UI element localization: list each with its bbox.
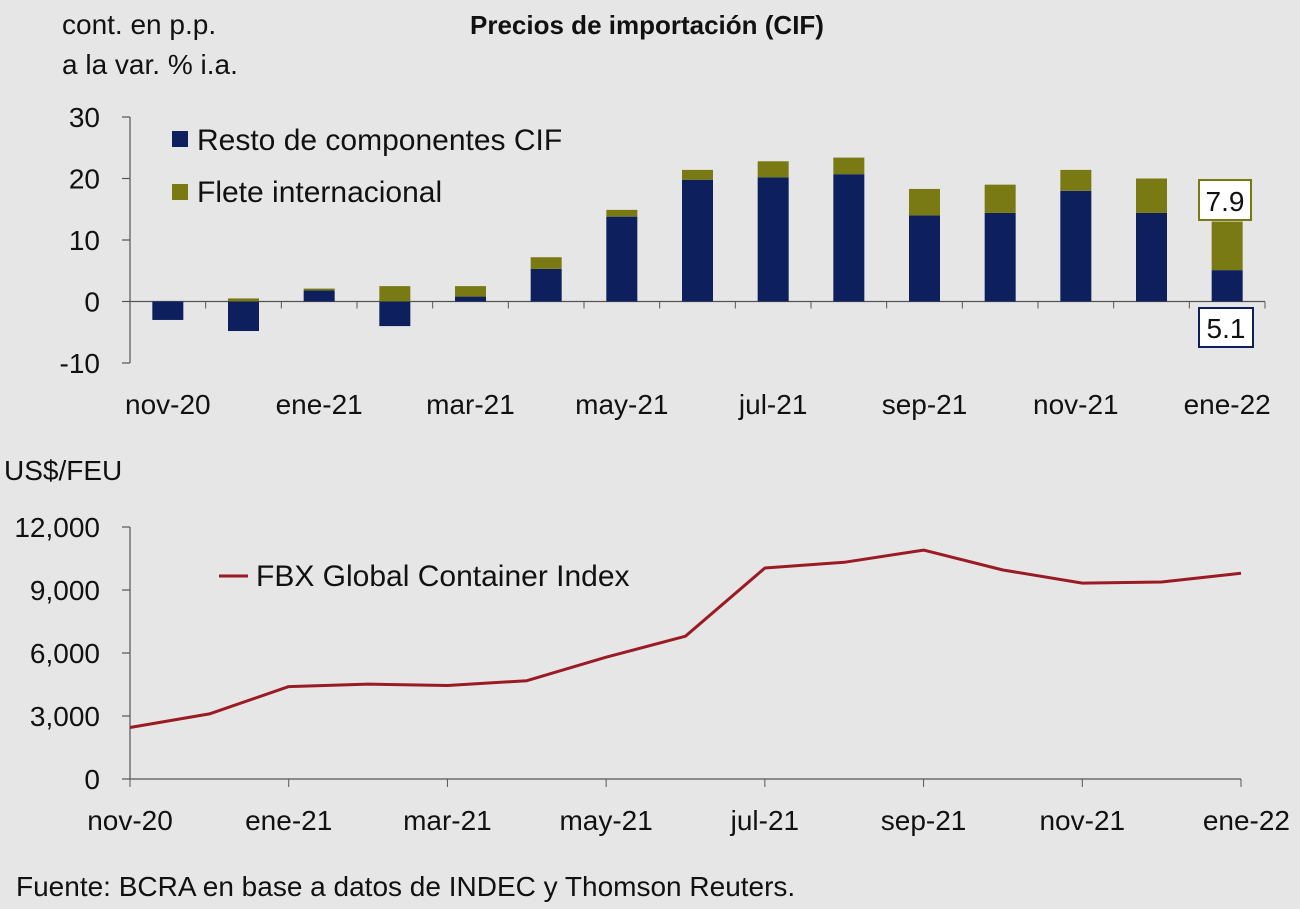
legend-swatch-flete [172,184,188,200]
top-x-tick-label: jul-21 [738,389,807,420]
annotation-box-flete [1198,179,1252,221]
chart-title: Precios de importación (CIF) [470,10,824,40]
bar-resto-dic-20 [228,301,259,332]
bottom-x-tick-label: nov-20 [87,805,173,836]
bar-resto-nov-21 [1060,190,1092,302]
bar-resto-oct-21 [984,212,1016,302]
top-y-tick-label: -10 [60,348,100,379]
bottom-y-tick-label: 12,000 [14,512,100,543]
bar-resto-dic-21 [1136,212,1167,302]
bar-flete-mar-21 [455,286,486,297]
annotation-flete-value: 7.9 [1206,186,1245,217]
bar-resto-may-21 [606,216,638,302]
top-chart-ticks: -10 0 10 20 30 nov-20 ene-21 mar-21 may-21 jul-21… [60,102,1271,420]
top-x-tick-label: nov-21 [1033,389,1119,420]
legend-label-resto: Resto de componentes CIF [197,124,562,157]
bottom-y-tick-label: 6,000 [30,638,100,669]
bar-resto-abr-21 [530,268,562,302]
bar-flete-abr-21 [530,257,562,269]
bar-flete-nov-21 [1060,169,1092,191]
top-x-tick-label: mar-21 [426,389,515,420]
bar-flete-feb-21 [379,286,411,302]
bottom-y-tick-label: 0 [84,764,100,795]
bar-resto-mar-21 [455,296,486,302]
bar-resto-ene-22 [1211,270,1243,302]
bottom-chart-ticks: 0 3,000 6,000 9,000 12,000 nov-20 ene-21 mar-21… [14,512,1290,836]
annotation-resto-value: 5.1 [1207,313,1246,344]
top-x-tick-label: ene-22 [1184,389,1271,420]
top-x-tick-label: sep-21 [882,389,968,420]
bottom-x-tick-label: ene-21 [245,805,332,836]
top-chart-bars [152,157,1243,332]
top-y-tick-label: 0 [84,287,100,318]
annotation-box-resto [1198,307,1254,348]
bottom-x-tick-label: may-21 [559,805,652,836]
bottom-y-tick-label: 3,000 [30,701,100,732]
bottom-x-tick-label: sep-21 [881,805,967,836]
bottom-x-tick-label: mar-21 [403,805,492,836]
bar-resto-ago-21 [833,174,865,302]
bottom-ylabel: US$/FEU [4,455,122,486]
bar-flete-dic-20 [228,298,259,302]
bar-flete-ene-22 [1211,221,1243,271]
bar-resto-nov-20 [152,301,184,320]
bar-flete-ago-21 [833,157,865,175]
legend-swatch-resto [172,131,188,147]
top-y-tick-label: 20 [69,164,100,195]
bar-flete-dic-21 [1136,178,1167,213]
top-ylabel-line2: a la var. % i.a. [62,49,238,80]
bottom-chart-line [129,548,1242,729]
top-ylabel-line1: cont. en p.p. [62,9,216,40]
bottom-y-tick-label: 9,000 [30,575,100,606]
bar-resto-ene-21 [303,290,335,302]
bar-flete-may-21 [606,209,638,217]
bar-resto-feb-21 [379,301,411,327]
bar-flete-jul-21 [757,161,789,178]
bottom-x-tick-label: nov-21 [1039,805,1125,836]
bar-flete-ene-21 [303,288,335,291]
top-x-tick-label: ene-21 [276,389,363,420]
bar-resto-jun-21 [682,179,713,302]
top-x-tick-label: may-21 [575,389,668,420]
top-y-tick-label: 30 [69,102,100,133]
bar-flete-jun-21 [682,169,713,180]
bottom-x-tick-label: ene-22 [1203,805,1290,836]
top-y-tick-label: 10 [69,225,100,256]
legend-label-fbx: FBX Global Container Index [256,560,630,593]
bar-flete-sep-21 [909,188,940,216]
bar-resto-sep-21 [909,215,940,302]
bar-flete-oct-21 [984,184,1016,213]
top-x-tick-label: nov-20 [125,389,211,420]
bottom-x-tick-label: jul-21 [730,805,799,836]
source-note: Fuente: BCRA en base a datos de INDEC y … [16,871,795,902]
bar-resto-jul-21 [757,177,789,302]
legend-label-flete: Flete internacional [197,176,442,209]
